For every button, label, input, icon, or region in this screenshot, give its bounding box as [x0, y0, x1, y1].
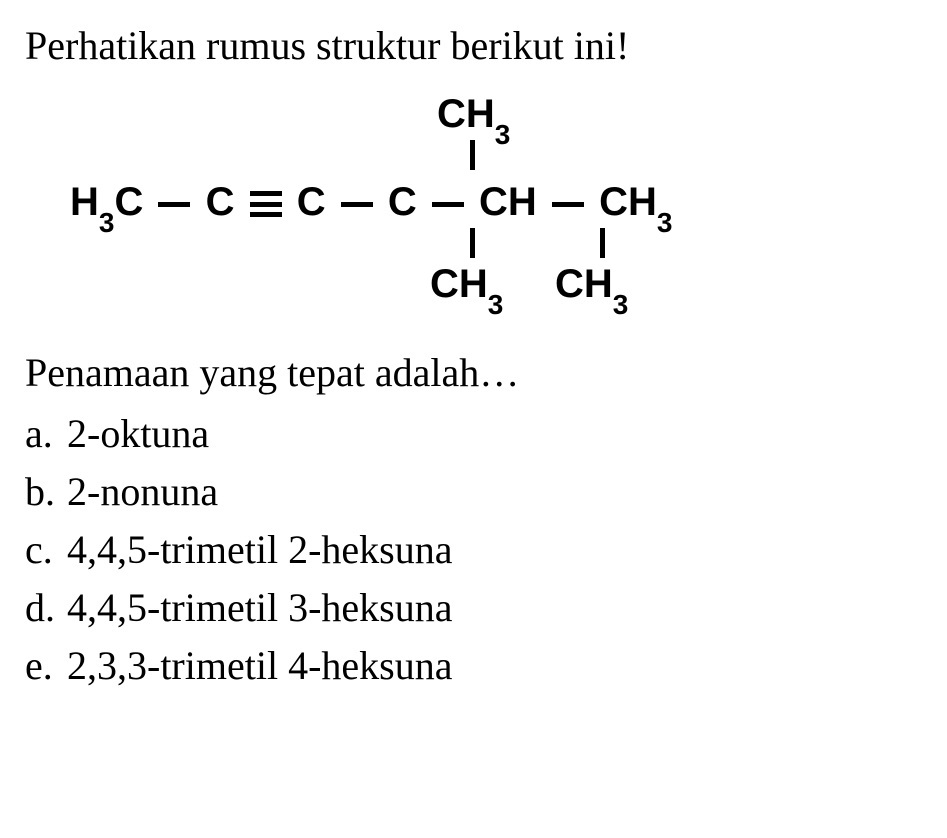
- bottom-branch-ch3-1: CH3: [430, 262, 503, 313]
- chemical-structure: CH3 H3C C C C CH CH3 CH3 CH3: [25, 92, 922, 322]
- options-list: a.2-oktuna b.2-nonuna c.4,4,5-trimetil 2…: [25, 407, 922, 693]
- top-branch-ch3: CH3: [437, 92, 510, 143]
- atom-ch: CH: [479, 180, 537, 224]
- bond-single: [158, 202, 190, 207]
- bond-single: [432, 202, 464, 207]
- main-chain: H3C C C C CH CH3: [70, 180, 672, 231]
- bond-vertical-bottom-1: [470, 228, 475, 258]
- option-letter: b.: [25, 465, 67, 519]
- bond-triple: [250, 194, 282, 214]
- option-letter: c.: [25, 523, 67, 577]
- option-b: b.2-nonuna: [25, 465, 922, 519]
- bond-single: [552, 202, 584, 207]
- option-text: 2,3,3-trimetil 4-heksuna: [67, 643, 452, 688]
- atom-c: C: [297, 180, 326, 224]
- bond-vertical-bottom-2: [600, 228, 605, 258]
- bond-single: [341, 202, 373, 207]
- bottom-branch-ch3-2: CH3: [555, 262, 628, 313]
- atom-c: C: [206, 180, 235, 224]
- prompt-text: Penamaan yang tepat adalah…: [25, 347, 922, 399]
- bond-vertical-top: [470, 140, 475, 170]
- option-text: 2-nonuna: [67, 469, 218, 514]
- option-letter: e.: [25, 639, 67, 693]
- atom-c: C: [388, 180, 417, 224]
- option-text: 4,4,5-trimetil 3-heksuna: [67, 585, 452, 630]
- option-a: a.2-oktuna: [25, 407, 922, 461]
- option-letter: d.: [25, 581, 67, 635]
- atom-h3c: H3C: [70, 180, 143, 224]
- option-text: 2-oktuna: [67, 411, 209, 456]
- atom-ch3: CH3: [599, 180, 672, 224]
- option-letter: a.: [25, 407, 67, 461]
- question-text: Perhatikan rumus struktur berikut ini!: [25, 20, 922, 72]
- option-text: 4,4,5-trimetil 2-heksuna: [67, 527, 452, 572]
- option-d: d.4,4,5-trimetil 3-heksuna: [25, 581, 922, 635]
- option-c: c.4,4,5-trimetil 2-heksuna: [25, 523, 922, 577]
- option-e: e.2,3,3-trimetil 4-heksuna: [25, 639, 922, 693]
